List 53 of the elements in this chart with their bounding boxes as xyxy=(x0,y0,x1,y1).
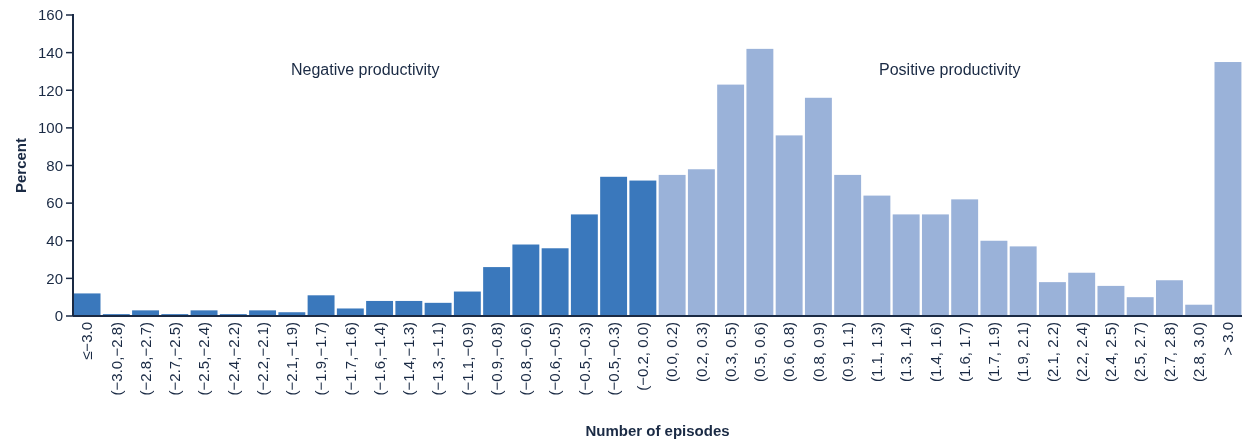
x-tick-label: (−2.2,−2.1) xyxy=(253,322,271,396)
y-tick-label: 80 xyxy=(46,156,63,174)
x-tick-label: (−0.6,−0.5) xyxy=(546,322,564,396)
x-tick-label: (0.6, 0.8) xyxy=(780,322,798,383)
x-tick-label: (1.9, 2.1) xyxy=(1014,322,1032,383)
x-tick-label: > 3.0 xyxy=(1219,322,1237,356)
y-tick-label: 120 xyxy=(37,81,63,99)
x-tick-label: (1.3, 1.4) xyxy=(897,322,915,383)
y-tick-label: 140 xyxy=(37,43,63,61)
x-tick-label: (0.3, 0.5) xyxy=(721,322,739,383)
x-tick-label: (2.7, 2.8) xyxy=(1160,322,1178,383)
x-tick-label: (2.5, 2.7) xyxy=(1131,322,1149,383)
x-tick-label: (0.2, 0.3) xyxy=(692,322,710,383)
x-tick-label: (0.9, 1.1) xyxy=(838,322,856,383)
annotation: Negative productivity xyxy=(290,61,440,78)
y-tick-label: 0 xyxy=(54,307,63,325)
x-tick-label: (−2.5,−2.4) xyxy=(195,322,213,396)
y-tick-label: 60 xyxy=(46,194,63,212)
x-tick-label: ≤−3.0 xyxy=(78,322,96,360)
x-tick-label: (−0.5,−0.3) xyxy=(604,322,622,396)
x-tick-label: (−2.8,−2.7) xyxy=(136,322,154,396)
x-tick-label: (−1.4,−1.3) xyxy=(400,322,418,396)
x-tick-label: (2.2, 2.4) xyxy=(1072,322,1090,383)
x-tick-label: (−1.6,−1.4) xyxy=(370,322,388,396)
x-tick-label: (0.0, 0.2) xyxy=(663,322,681,383)
x-tick-label: (−2.1,−1.9) xyxy=(283,322,301,396)
x-tick-label: (−1.3,−1.1) xyxy=(429,322,447,396)
x-tick-label: (1.6, 1.7) xyxy=(955,322,973,383)
x-tick-label: (−0.9,−0.8) xyxy=(487,322,505,396)
x-tick-label: (1.1, 1.3) xyxy=(868,322,886,383)
x-tick-label: (−2.7,−2.5) xyxy=(166,322,184,396)
x-tick-label: (1.4, 1.6) xyxy=(926,322,944,383)
x-tick-label: (−3.0,−2.8) xyxy=(107,322,125,396)
x-tick-label: (1.7, 1.9) xyxy=(985,322,1003,383)
x-tick-label: (−0.2, 0.0) xyxy=(634,322,652,391)
y-tick-label: 100 xyxy=(37,119,63,137)
x-tick-label: (−0.5,−0.3) xyxy=(575,322,593,396)
x-tick-label: (−2.4,−2.2) xyxy=(224,322,242,396)
y-tick-label: 40 xyxy=(46,232,63,249)
x-tick-label: (−0.8,−0.6) xyxy=(517,322,535,396)
x-tick-label: (−1.1,−0.9) xyxy=(458,322,476,396)
x-tick-label: (−1.9,−1.7) xyxy=(312,322,330,396)
x-tick-label: (−1.7,−1.6) xyxy=(341,322,359,396)
x-tick-label: (2.1, 2.2) xyxy=(1043,322,1061,383)
y-tick-label: 20 xyxy=(46,269,63,287)
x-tick-label: (2.4, 2.5) xyxy=(1102,322,1120,383)
y-axis-title: Percent xyxy=(12,137,29,194)
y-tick-label: 160 xyxy=(37,6,63,24)
x-tick-label: (2.8, 3.0) xyxy=(1189,322,1207,383)
x-axis-title: Number of episodes xyxy=(585,422,730,439)
x-tick-label: (0.8, 0.9) xyxy=(809,322,827,383)
annotation: Positive productivity xyxy=(879,61,1021,78)
x-tick-label: (0.5, 0.6) xyxy=(751,322,769,383)
